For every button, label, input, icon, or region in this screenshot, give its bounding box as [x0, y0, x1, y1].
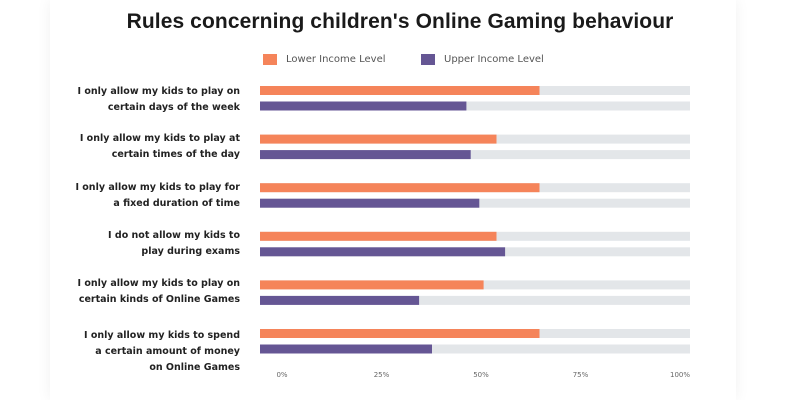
- bar-track: [260, 150, 690, 160]
- category-label-line: certain days of the week: [107, 102, 240, 113]
- category-label-line: on Online Games: [149, 362, 240, 373]
- category-label-line: I only allow my kids to play on: [77, 278, 241, 289]
- bar-upper-income[interactable]: [260, 101, 467, 111]
- bar-upper-income[interactable]: [260, 295, 420, 305]
- x-tick-label: 25%: [374, 371, 390, 379]
- bar-track: [260, 295, 690, 305]
- legend-swatch-upper-income: [421, 53, 435, 65]
- category-label-line: I do not allow my kids to: [108, 230, 240, 241]
- category-label: I only allow my kids to play on certain d…: [40, 84, 241, 116]
- category-label-line: I only allow my kids to play on: [77, 86, 241, 97]
- x-tick-label: 50%: [473, 371, 489, 379]
- category-label: I only allow my kids to spend a certain a…: [40, 328, 240, 376]
- bar-lower-income[interactable]: [260, 280, 484, 290]
- category-label-line: play during exams: [141, 246, 240, 257]
- category-label-line: certain kinds of Online Games: [78, 294, 240, 305]
- bar-lower-income[interactable]: [260, 134, 497, 144]
- bar-lower-income[interactable]: [260, 231, 497, 241]
- bar-lower-income[interactable]: [260, 86, 540, 95]
- legend-label-lower-income: Lower Income Level: [286, 53, 386, 65]
- x-tick-label: 75%: [573, 371, 589, 379]
- bar-upper-income[interactable]: [260, 247, 506, 257]
- category-label-line: a fixed duration of time: [113, 198, 240, 209]
- chart-title: Rules concerning children's Online Gamin…: [126, 10, 674, 33]
- category-label: I only allow my kids to play at certain t…: [40, 131, 240, 163]
- legend-item-lower-income[interactable]: Lower Income Level: [263, 52, 386, 66]
- bar-track: [260, 344, 690, 354]
- bar-track: [260, 101, 690, 111]
- category-label-line: a certain amount of money: [95, 346, 240, 357]
- bar-upper-income[interactable]: [260, 198, 480, 208]
- category-label: I do not allow my kids to play during exa…: [40, 228, 240, 260]
- legend-item-upper-income[interactable]: Upper Income Level: [421, 52, 544, 66]
- bar-lower-income[interactable]: [260, 183, 540, 193]
- bar-lower-income[interactable]: [260, 329, 540, 338]
- category-label-line: I only allow my kids to play at: [79, 133, 240, 144]
- bar-upper-income[interactable]: [260, 150, 471, 160]
- x-tick-label: 100%: [670, 371, 690, 379]
- x-tick-label: 0%: [276, 371, 287, 379]
- category-label-line: I only allow my kids to spend: [84, 330, 240, 341]
- legend-swatch-lower-income: [263, 53, 277, 65]
- category-label: I only allow my kids to play on certain k…: [40, 276, 241, 308]
- category-label-line: certain times of the day: [111, 149, 240, 160]
- legend-label-upper-income: Upper Income Level: [444, 53, 544, 65]
- category-label: I only allow my kids to play for a fixed …: [40, 180, 240, 212]
- category-label-line: I only allow my kids to play for: [75, 182, 240, 193]
- bar-upper-income[interactable]: [260, 344, 432, 354]
